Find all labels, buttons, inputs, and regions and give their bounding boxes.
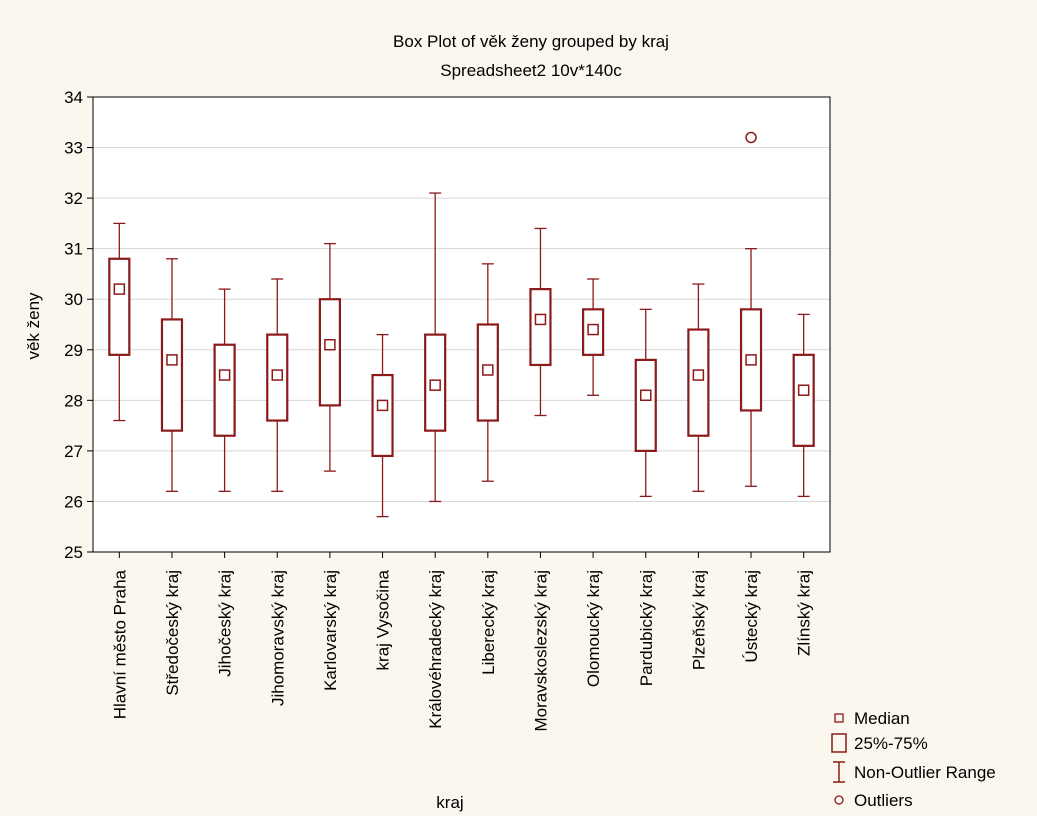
chart-title: Box Plot of věk ženy grouped by kraj (393, 32, 669, 51)
legend-box-symbol (831, 733, 847, 753)
x-axis-label: kraj (436, 793, 463, 812)
x-tick-label: Zlínský kraj (795, 570, 814, 656)
median-marker (534, 313, 547, 326)
x-tick-label: Jihočeský kraj (216, 570, 235, 677)
plot-frame (92, 96, 831, 553)
y-tick-label: 30 (64, 290, 83, 309)
box-group (160, 258, 184, 492)
median-marker (692, 369, 705, 381)
legend-label-median: Median (854, 709, 910, 728)
legend-label-box: 25%-75% (854, 734, 928, 753)
x-tick-label: Pardubický kraj (637, 570, 656, 686)
x-tick-label: Královéhradecký kraj (426, 570, 445, 729)
iqr-box (529, 288, 552, 367)
box-group (108, 222, 131, 422)
box-group (634, 308, 657, 498)
chart-subtitle: Spreadsheet2 10v*140c (440, 61, 622, 80)
median-marker (218, 369, 231, 381)
box-group (792, 313, 815, 498)
x-tick-label: Liberecký kraj (479, 570, 498, 675)
box-group (582, 278, 605, 396)
y-tick-label: 29 (64, 341, 83, 360)
legend-outlier-symbol (834, 795, 844, 805)
x-tick-label: Středočeský kraj (163, 570, 182, 696)
median-marker (113, 283, 126, 295)
y-axis-label: věk ženy (24, 292, 43, 360)
plot-background (93, 97, 830, 552)
plot-area: 25 26 27 28 29 30 31 32 33 34 Hlavní město Praha St… (64, 88, 831, 732)
iqr-box (318, 298, 341, 407)
box-group (687, 283, 710, 492)
box-group (424, 192, 447, 503)
median-marker (640, 389, 652, 402)
iqr-box (213, 343, 236, 437)
x-tick-label: Plzeňský kraj (689, 570, 708, 670)
legend-label-range: Non-Outlier Range (854, 763, 996, 782)
y-tick-label: 28 (64, 391, 83, 410)
box-group (266, 278, 289, 492)
box-group (213, 288, 236, 492)
y-tick-label: 32 (64, 189, 83, 208)
box-group (529, 227, 552, 417)
x-tick-label: Moravskoslezský kraj (531, 570, 550, 732)
median-marker (324, 338, 336, 351)
iqr-box (371, 373, 394, 458)
outlier-point (745, 131, 757, 144)
legend-median-symbol (834, 713, 844, 723)
median-marker (482, 364, 494, 376)
iqr-box (108, 257, 131, 356)
y-tick-label: 26 (64, 492, 83, 511)
box-group (476, 263, 499, 482)
median-marker (797, 384, 810, 396)
iqr-box (634, 358, 657, 452)
y-tick-label: 31 (64, 240, 83, 259)
legend: Median 25%-75% Non-Outlier Range Outliers (831, 709, 996, 810)
iqr-box (160, 318, 184, 432)
median-marker (587, 323, 599, 336)
median-marker (271, 369, 283, 381)
x-tick-label: Olomoucký kraj (584, 570, 603, 687)
y-tick-label: 25 (64, 543, 83, 562)
median-marker (166, 354, 178, 366)
median-marker (429, 379, 441, 391)
y-tick-label: 33 (64, 139, 83, 158)
x-tick-label: Karlovarský kraj (321, 570, 340, 691)
box-group (739, 131, 763, 487)
x-tick-label: kraj Vysočina (374, 569, 393, 670)
box-group (318, 242, 341, 472)
x-tick-label: Hlavní město Praha (110, 569, 129, 719)
box-group (371, 333, 394, 518)
iqr-box (687, 328, 710, 437)
x-tick-label: Jihomoravský kraj (268, 570, 287, 706)
iqr-box (792, 353, 815, 447)
median-marker (376, 399, 389, 412)
median-marker (745, 354, 757, 366)
x-tick-label: Ústecký kraj (742, 570, 761, 663)
y-tick-label: 27 (64, 442, 83, 461)
legend-label-outlier: Outliers (854, 791, 913, 810)
y-tick-label: 34 (64, 88, 83, 107)
